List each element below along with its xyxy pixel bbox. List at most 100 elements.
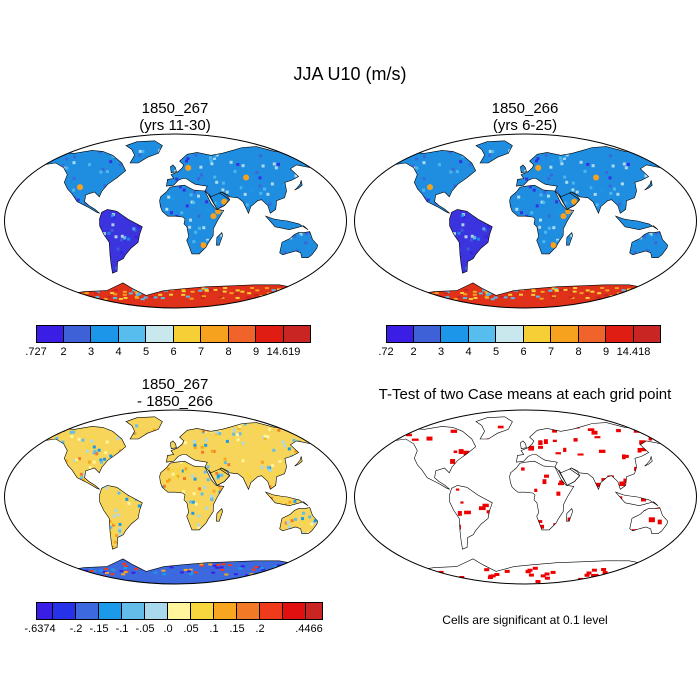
coastline-greenland <box>475 140 513 164</box>
colorbar-tick-label: 6 <box>520 346 527 358</box>
colorbar-swatch <box>122 602 145 620</box>
coastline-australia <box>629 231 669 258</box>
colorbar-tick-label: 8 <box>575 346 582 358</box>
panel-d-title-line1: T-Test of two Case means at each grid po… <box>378 386 672 403</box>
coastline-arabia <box>208 467 231 486</box>
coastline-madagascar <box>566 232 573 246</box>
map-content <box>388 416 687 584</box>
colorbar-swatch <box>201 325 229 343</box>
coastline-indonesia <box>264 491 309 507</box>
map-border <box>4 409 347 585</box>
colorbar-swatch <box>283 602 306 620</box>
land-australia <box>279 231 318 258</box>
colorbar-swatch <box>214 602 237 620</box>
colorbar-swatch <box>606 325 634 343</box>
colorbar-tick-label: .0 <box>163 623 173 635</box>
colorbar-swatch <box>237 602 260 620</box>
colorbar-panel-a <box>36 325 311 343</box>
coastline-indonesia <box>264 215 309 231</box>
colorbar-tick-label: .05 <box>183 623 199 635</box>
coastline-australia <box>629 507 669 534</box>
coastline-australia <box>279 507 319 534</box>
coastline-northAmerica <box>390 150 477 214</box>
coastline-indonesia <box>614 215 659 231</box>
wind-speed-map-1850-267 <box>4 133 347 309</box>
coastline-indonesia <box>614 491 659 507</box>
panel-c-title: 1850_267 - 1850_266 <box>50 376 300 410</box>
colorbar-swatch <box>168 602 191 620</box>
map-border <box>4 133 347 309</box>
colorbar-swatch <box>523 325 551 343</box>
colorbar-swatch <box>551 325 579 343</box>
colorbar-tick-label: .4466 <box>295 623 323 635</box>
coastline-uk <box>170 440 177 450</box>
colorbar-swatch <box>228 325 256 343</box>
colorbar-tick-label: 9 <box>602 346 610 358</box>
coastline-africa <box>509 184 575 255</box>
coastline-northAmerica <box>390 426 477 490</box>
coastline-arabia <box>558 467 581 486</box>
coastline-madagascar <box>566 508 573 522</box>
colorbar-tick-label: 3 <box>87 346 95 358</box>
colorbar-tick-label: 2 <box>410 346 417 358</box>
panel-a-title: 1850_267 (yrs 11-30) <box>50 100 300 134</box>
colorbar-swatch <box>99 602 122 620</box>
map-content <box>388 140 687 308</box>
colorbar-tick-label: 4 <box>465 346 472 358</box>
map-border <box>354 133 697 309</box>
colorbar-tick-label: -.6374 <box>24 623 56 635</box>
colorbar-tick-label: .72 <box>378 346 394 358</box>
coastline-uk <box>520 440 527 450</box>
coastline-japan <box>644 180 653 191</box>
land-antarctica <box>40 558 311 584</box>
panel-c-title-line2: - 1850_266 <box>137 393 213 410</box>
colorbar-swatch <box>468 325 496 343</box>
colorbar-panel-c-labels: -.6374 -.2 -.15 -.1 -.05 .0 .05 .1 .15 .2 .4466 <box>24 623 322 637</box>
map-content <box>38 140 337 308</box>
colorbar-tick-label: 9 <box>252 346 260 358</box>
colorbar-panel-a-labels: .727 2 3 4 5 6 7 8 9 14.619 <box>25 346 311 360</box>
colorbar-swatch <box>146 325 174 343</box>
panel-b-title: 1850_266 (yrs 6-25) <box>400 100 650 134</box>
colorbar-tick-label: 6 <box>170 346 177 358</box>
coastline-japan <box>294 180 303 191</box>
colorbar-swatch <box>441 325 469 343</box>
colorbar-tick-label: 2 <box>60 346 67 358</box>
land-southAmerica <box>99 485 143 550</box>
significance-note: Cells are significant at 0.1 level <box>442 613 608 627</box>
coastline-uk <box>170 164 177 174</box>
panel-d-title: T-Test of two Case means at each grid po… <box>355 386 695 403</box>
colorbar-tick-label: -.15 <box>89 623 109 635</box>
land-australia <box>629 231 668 258</box>
colorbar-tick-label: .1 <box>209 623 219 635</box>
colorbar-swatch <box>63 325 91 343</box>
coastline-greenland <box>475 416 513 440</box>
land-madagascar <box>216 508 223 522</box>
colorbar-tick-label: .727 <box>25 346 47 358</box>
coastline-greenland <box>125 416 163 440</box>
colorbar-swatch <box>118 325 146 343</box>
coastline-southAmerica <box>449 485 493 550</box>
colorbar-tick-label: 4 <box>115 346 122 358</box>
colorbar-swatch <box>413 325 441 343</box>
wind-speed-map-1850-266 <box>354 133 697 309</box>
colorbar-swatch <box>306 602 323 620</box>
colorbar-tick-label: 5 <box>492 346 500 358</box>
land-uk <box>170 440 177 449</box>
colorbar-swatch <box>76 602 99 620</box>
colorbar-swatch <box>191 602 214 620</box>
coastline-arabia <box>208 191 231 210</box>
colorbar-tick-label: -.05 <box>135 623 155 635</box>
colorbar-swatch <box>91 325 119 343</box>
colorbar-tick-label: 14.418 <box>616 346 651 358</box>
colorbar-panel-b-labels: .72 2 3 4 5 6 7 8 9 14.418 <box>378 346 661 360</box>
coastline-greenland <box>125 140 163 164</box>
panel-b-title-line2: (yrs 6-25) <box>492 117 558 134</box>
coastline-uk <box>520 164 527 174</box>
map-content <box>38 416 337 584</box>
map-border <box>354 409 697 585</box>
coastline-arabia <box>558 191 581 210</box>
colorbar-tick-label: 7 <box>197 346 205 358</box>
coastline-southAmerica <box>99 485 143 550</box>
colorbar-panel-c <box>36 602 323 620</box>
